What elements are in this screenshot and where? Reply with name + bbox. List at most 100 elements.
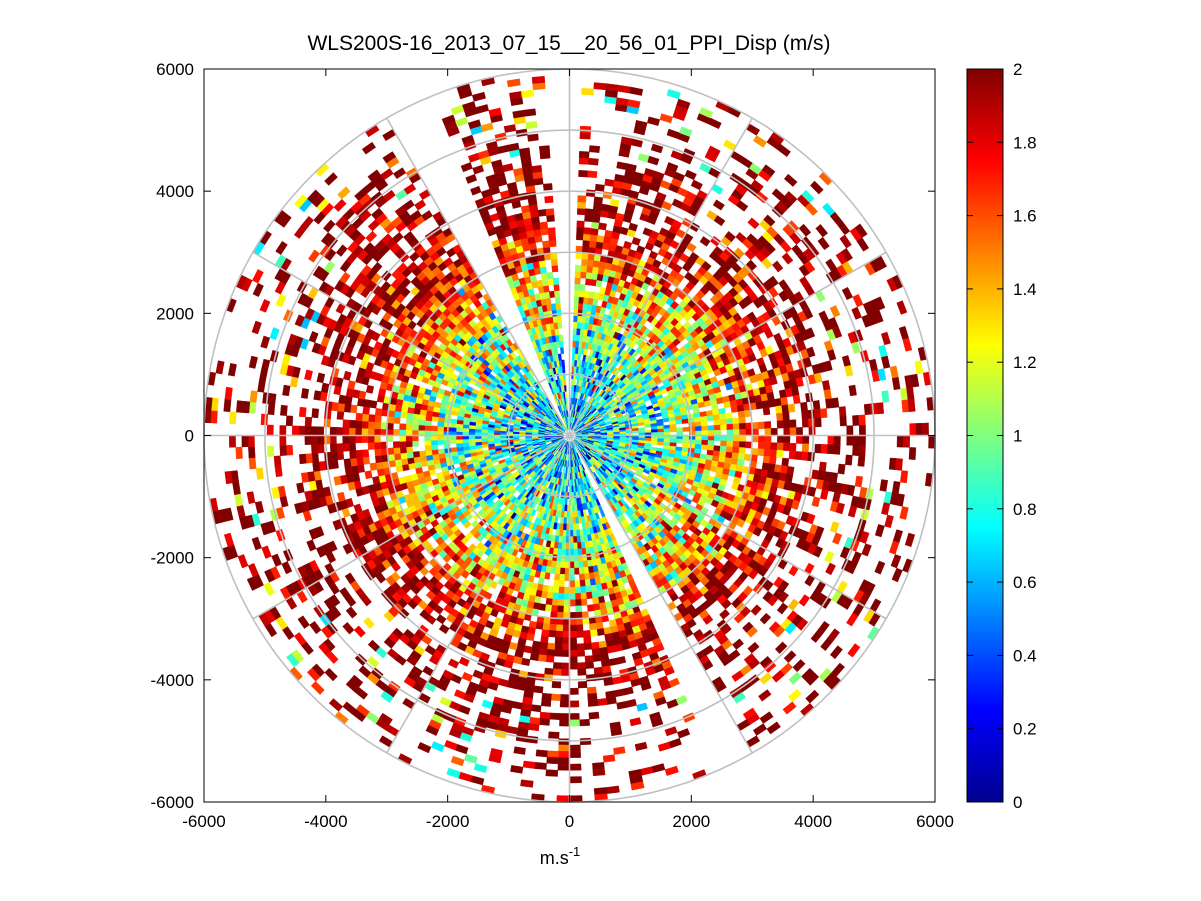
ppi-cell <box>577 668 587 676</box>
ppi-cell <box>682 426 690 432</box>
ppi-cell <box>587 699 599 707</box>
ppi-cell <box>584 214 593 223</box>
ppi-cell <box>544 604 552 612</box>
ppi-cell <box>895 458 903 471</box>
ppi-cell <box>792 394 801 405</box>
ppi-cell <box>791 386 800 397</box>
ppi-cell <box>762 455 771 464</box>
ppi-cell <box>725 418 734 425</box>
ppi-cell <box>694 416 702 423</box>
ppi-cell <box>580 592 587 600</box>
ppi-cell <box>592 597 600 605</box>
ppi-cell <box>574 264 582 272</box>
ppi-cell <box>582 233 591 241</box>
ppi-cell <box>528 723 540 732</box>
ppi-cell <box>819 408 828 419</box>
ppi-cell <box>876 402 885 415</box>
ppi-cell <box>589 622 597 631</box>
ppi-cell <box>569 776 582 784</box>
ppi-cell <box>550 693 561 701</box>
ppi-cell <box>739 429 747 436</box>
ppi-cell <box>656 441 665 446</box>
ppi-cell <box>757 421 765 430</box>
ppi-cell <box>585 591 593 600</box>
ppi-cell <box>572 529 577 537</box>
ppi-cell <box>364 470 373 480</box>
ppi-cell <box>582 630 591 638</box>
ppi-cell <box>838 406 847 417</box>
ppi-cell <box>591 590 599 599</box>
ppi-cell <box>578 290 585 298</box>
ppi-cell <box>763 214 776 227</box>
ppi-cell <box>782 412 790 421</box>
ppi-cell <box>802 435 810 445</box>
ppi-cell <box>823 389 832 400</box>
ppi-cell <box>593 196 604 205</box>
ppi-cell <box>908 447 917 460</box>
ppi-cell <box>808 426 816 436</box>
ppi-cell <box>780 396 789 406</box>
ppi-cell <box>557 757 570 765</box>
ppi-cell <box>576 220 585 228</box>
ppi-cell <box>577 195 587 203</box>
ppi-cell <box>569 643 578 651</box>
ppi-cell <box>833 435 841 446</box>
ppi-cell <box>539 711 551 720</box>
ppi-cell <box>776 143 791 157</box>
ppi-cell <box>629 86 644 96</box>
ppi-cell <box>745 428 753 436</box>
ppi-cell <box>863 403 872 416</box>
ppi-cell <box>542 622 550 631</box>
ppi-cell <box>561 643 570 651</box>
ppi-cell <box>707 145 721 157</box>
ppi-cell <box>543 674 554 682</box>
ppi-cell <box>561 649 570 657</box>
ppi-cell <box>630 138 643 148</box>
ppi-cell <box>552 586 560 594</box>
ppi-cell <box>589 578 597 586</box>
ppi-cell <box>582 239 591 248</box>
ppi-cell <box>903 435 911 448</box>
ppi-cell <box>899 470 909 484</box>
ppi-cell <box>802 307 814 320</box>
ppi-cell <box>719 413 727 420</box>
ppi-cell <box>559 713 570 721</box>
ppi-cell <box>769 449 778 458</box>
ppi-cell <box>833 444 841 455</box>
ppi-cell <box>555 529 560 537</box>
ppi-cell <box>540 635 549 644</box>
ppi-cell <box>596 628 605 636</box>
ppi-cell <box>669 427 677 433</box>
ppi-cell <box>593 666 604 675</box>
ppi-cell <box>569 631 577 638</box>
ppi-cell <box>762 407 771 416</box>
ppi-cell <box>738 422 747 430</box>
ppi-cell <box>558 586 565 594</box>
ppi-cell <box>586 686 597 695</box>
ppi-cell <box>770 442 778 451</box>
ppi-cell <box>545 655 555 663</box>
ppi-cell <box>921 422 929 436</box>
ppi-cell <box>820 444 828 454</box>
ppi-cell <box>814 443 822 454</box>
ppi-cell <box>578 151 590 159</box>
ppi-cell <box>574 271 582 279</box>
ppi-cell <box>578 302 584 311</box>
ppi-cell <box>758 435 766 443</box>
ppi-cell <box>579 586 587 594</box>
ppi-cell <box>563 593 570 601</box>
ppi-cell <box>556 795 570 802</box>
ppi-cell <box>784 473 794 484</box>
ppi-cell <box>575 523 580 531</box>
ppi-cell <box>576 649 586 657</box>
ppi-cell <box>569 751 581 759</box>
ppi-cell <box>572 334 577 342</box>
ppi-cell <box>578 170 589 178</box>
ppi-cell <box>554 636 563 645</box>
ppi-cell <box>549 712 561 720</box>
ppi-cell <box>573 561 579 569</box>
ppi-cell <box>576 233 584 241</box>
ppi-cell <box>574 277 581 285</box>
ppi-cell <box>763 448 771 457</box>
ppi-cell <box>707 425 715 431</box>
